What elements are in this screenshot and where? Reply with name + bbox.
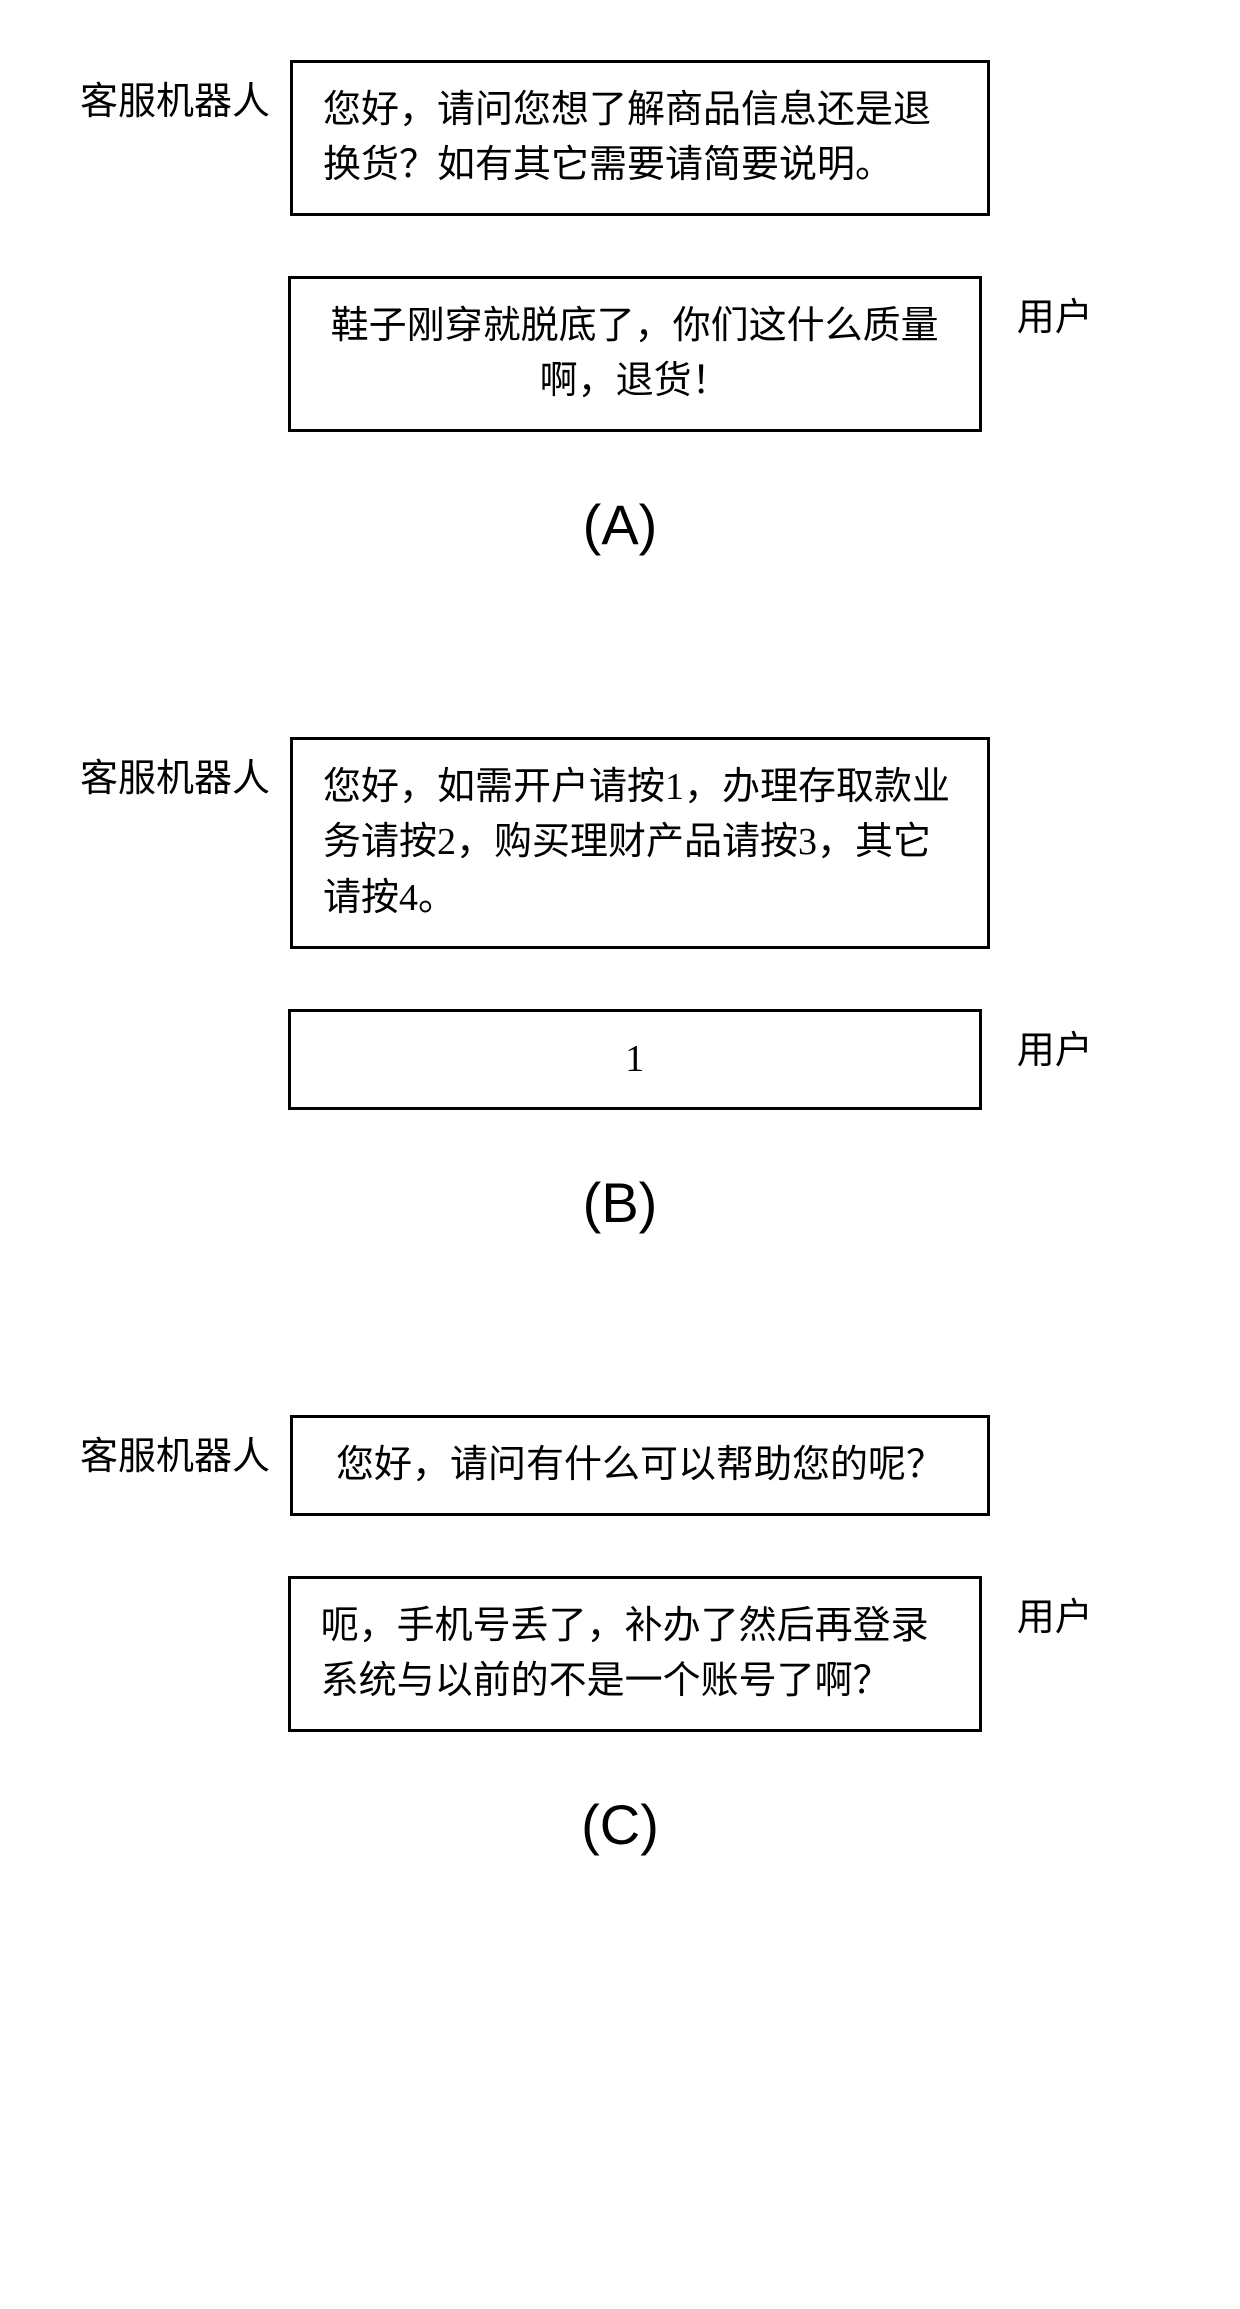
bot-message-box: 您好，请问有什么可以帮助您的呢？ xyxy=(290,1415,990,1516)
bot-label: 客服机器人 xyxy=(40,1415,290,1480)
bot-message-text: 您好，请问有什么可以帮助您的呢？ xyxy=(336,1438,944,1493)
user-message-row: 鞋子刚穿就脱底了，你们这什么质量啊，退货！ 用户 xyxy=(40,276,1200,432)
bot-message-row: 客服机器人 您好，请问您想了解商品信息还是退换货？如有其它需要请简要说明。 xyxy=(40,60,1200,216)
user-message-row: 1 用户 xyxy=(40,1009,1200,1110)
user-message-text: 呃，手机号丢了，补办了然后再登录系统与以前的不是一个账号了啊？ xyxy=(321,1599,949,1709)
scenario-label-c: (C) xyxy=(40,1792,1200,1857)
scenario-c: 客服机器人 您好，请问有什么可以帮助您的呢？ 呃，手机号丢了，补办了然后再登录系… xyxy=(40,1415,1200,1857)
bot-message-box: 您好，请问您想了解商品信息还是退换货？如有其它需要请简要说明。 xyxy=(290,60,990,216)
user-message-box: 1 xyxy=(288,1009,982,1110)
bot-label: 客服机器人 xyxy=(40,60,290,125)
scenario-label-a: (A) xyxy=(40,492,1200,557)
user-label: 用户 xyxy=(982,1576,1200,1641)
user-message-text: 1 xyxy=(625,1032,644,1087)
scenario-a: 客服机器人 您好，请问您想了解商品信息还是退换货？如有其它需要请简要说明。 鞋子… xyxy=(40,60,1200,557)
bot-message-box: 您好，如需开户请按1，办理存取款业务请按2，购买理财产品请按3，其它请按4。 xyxy=(290,737,990,948)
user-label: 用户 xyxy=(982,276,1200,341)
scenario-b: 客服机器人 您好，如需开户请按1，办理存取款业务请按2，购买理财产品请按3，其它… xyxy=(40,737,1200,1234)
user-message-text: 鞋子刚穿就脱底了，你们这什么质量啊，退货！ xyxy=(321,299,949,409)
scenario-label-b: (B) xyxy=(40,1170,1200,1235)
bot-message-text: 您好，如需开户请按1，办理存取款业务请按2，购买理财产品请按3，其它请按4。 xyxy=(323,760,957,925)
user-message-row: 呃，手机号丢了，补办了然后再登录系统与以前的不是一个账号了啊？ 用户 xyxy=(40,1576,1200,1732)
bot-message-row: 客服机器人 您好，如需开户请按1，办理存取款业务请按2，购买理财产品请按3，其它… xyxy=(40,737,1200,948)
user-message-box: 呃，手机号丢了，补办了然后再登录系统与以前的不是一个账号了啊？ xyxy=(288,1576,982,1732)
bot-message-text: 您好，请问您想了解商品信息还是退换货？如有其它需要请简要说明。 xyxy=(323,83,957,193)
user-message-box: 鞋子刚穿就脱底了，你们这什么质量啊，退货！ xyxy=(288,276,982,432)
user-label: 用户 xyxy=(982,1009,1200,1074)
bot-message-row: 客服机器人 您好，请问有什么可以帮助您的呢？ xyxy=(40,1415,1200,1516)
bot-label: 客服机器人 xyxy=(40,737,290,802)
